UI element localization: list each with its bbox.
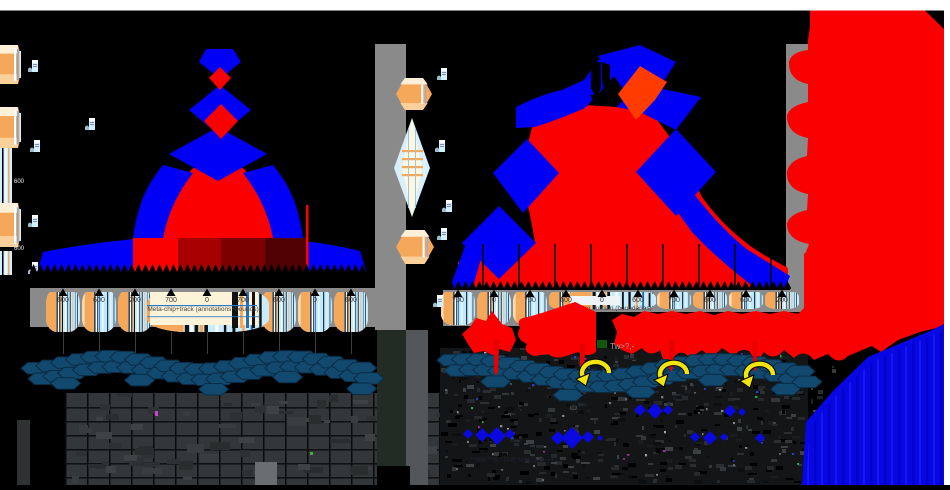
svg-text:600: 600	[93, 297, 105, 304]
svg-text:600: 600	[632, 297, 644, 304]
svg-text:600: 600	[57, 297, 69, 304]
svg-text:600: 600	[273, 297, 285, 304]
svg-text:700: 700	[452, 297, 464, 304]
svg-text:700: 700	[237, 297, 249, 304]
svg-text:600: 600	[14, 179, 25, 185]
svg-text:Macro domain (boundaries): Macro domain (boundaries)	[572, 305, 651, 312]
svg-text:600: 600	[560, 297, 572, 304]
svg-text:700: 700	[524, 297, 536, 304]
svg-text:700: 700	[668, 297, 680, 304]
svg-text:600: 600	[14, 246, 25, 252]
svg-text:0: 0	[600, 297, 604, 304]
svg-text:0: 0	[313, 297, 317, 304]
svg-text:Meta-chip+track (annotations+b: Meta-chip+track (annotations+bounds)	[147, 306, 258, 313]
svg-text:**%# ^^&* (##) %%@@ ++: **%# ^^&* (##) %%@@ ++	[470, 457, 555, 464]
svg-text:200: 200	[776, 297, 788, 304]
svg-text:600: 600	[704, 297, 716, 304]
svg-text:0: 0	[492, 297, 496, 304]
svg-text:700: 700	[165, 297, 177, 304]
svg-text:600: 600	[740, 297, 752, 304]
svg-text:Tw>?,-: Tw>?,-	[610, 342, 635, 351]
svg-text:0: 0	[205, 297, 209, 304]
svg-text:200: 200	[129, 297, 141, 304]
svg-text:600: 600	[345, 297, 357, 304]
